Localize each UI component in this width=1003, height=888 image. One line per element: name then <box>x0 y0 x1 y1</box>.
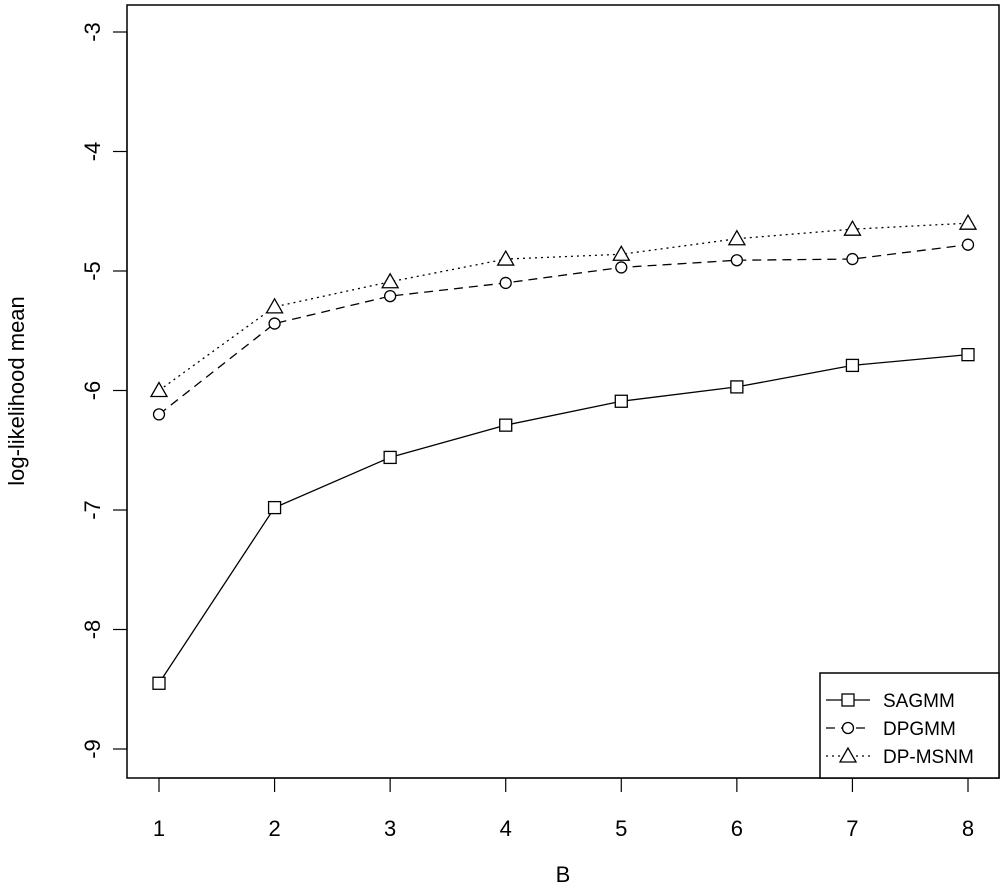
data-point-marker <box>961 347 975 362</box>
data-point-marker <box>152 676 166 690</box>
series-layer <box>149 213 978 690</box>
data-point-marker <box>961 238 975 251</box>
x-axis: 1 2 3 4 5 6 7 8 <box>153 777 974 841</box>
x-tick-label: 7 <box>846 816 858 841</box>
data-point-marker <box>846 252 859 266</box>
data-point-marker <box>268 317 281 330</box>
plot-frame <box>126 4 1000 779</box>
y-tick-label: -9 <box>80 739 105 759</box>
x-tick-label: 8 <box>962 816 974 841</box>
data-point-marker <box>499 276 512 290</box>
data-point-marker <box>730 380 744 394</box>
data-point-marker <box>383 450 397 465</box>
x-tick-label: 4 <box>500 816 512 841</box>
legend-marker <box>841 693 855 707</box>
y-tick-label: -6 <box>80 381 105 401</box>
data-point-marker <box>614 394 628 408</box>
data-point-marker <box>612 244 631 261</box>
x-tick-label: 5 <box>615 816 627 841</box>
y-tick-label: -4 <box>80 142 105 162</box>
x-axis-title: B <box>556 862 571 887</box>
data-point-marker <box>730 254 744 267</box>
legend-marker <box>838 746 858 763</box>
x-tick-label: 2 <box>268 816 280 841</box>
series-line <box>158 244 969 415</box>
x-tick-label: 6 <box>731 816 743 841</box>
series-line <box>158 222 969 392</box>
legend: SAGMM DPGMM DP-MSNM <box>819 672 1000 779</box>
data-point-marker <box>381 272 400 289</box>
data-point-marker <box>843 219 862 236</box>
legend-label: DPGMM <box>883 719 956 740</box>
data-point-marker <box>496 249 515 266</box>
data-point-marker <box>149 381 169 398</box>
legend-marker <box>841 721 855 735</box>
data-point-marker <box>845 358 860 373</box>
data-point-marker <box>499 418 513 432</box>
legend-label: DP-MSNM <box>883 747 974 768</box>
y-tick-label: -8 <box>80 620 105 640</box>
series-sagmm <box>152 347 975 690</box>
data-point-marker <box>265 297 284 314</box>
x-tick-label: 1 <box>153 816 165 841</box>
data-point-marker <box>383 289 397 303</box>
y-axis: -9 -8 -7 -6 -5 -4 -3 <box>80 22 128 759</box>
x-tick-label: 3 <box>384 816 396 841</box>
y-axis-title: log-likelihood mean <box>4 296 29 486</box>
series-line <box>158 354 969 684</box>
series-dpgmm <box>152 238 975 421</box>
series-dp-msnm <box>149 213 978 398</box>
data-point-marker <box>958 213 978 230</box>
y-tick-label: -7 <box>80 500 105 520</box>
y-tick-label: -5 <box>80 261 105 281</box>
data-point-marker <box>267 500 282 515</box>
data-point-marker <box>615 261 628 274</box>
y-tick-label: -3 <box>80 22 105 42</box>
data-point-marker <box>152 408 166 421</box>
data-point-marker <box>727 229 746 246</box>
legend-label: SAGMM <box>883 691 955 712</box>
